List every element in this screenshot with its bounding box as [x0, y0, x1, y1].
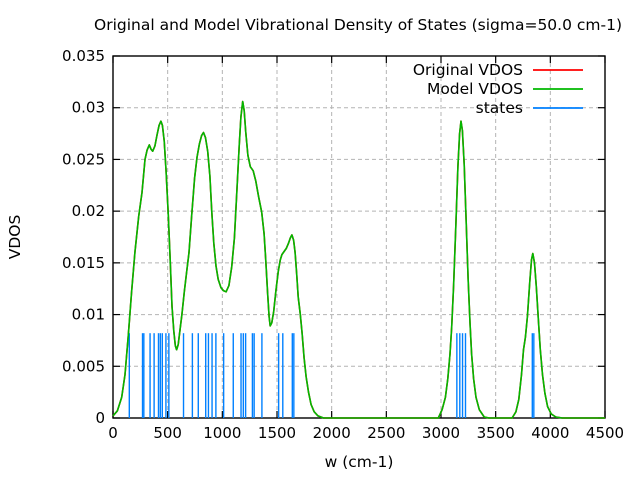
svg-text:1000: 1000 [203, 424, 241, 442]
svg-text:4500: 4500 [586, 424, 624, 442]
svg-text:4000: 4000 [531, 424, 569, 442]
svg-text:2500: 2500 [367, 424, 405, 442]
svg-text:0.025: 0.025 [62, 150, 105, 168]
svg-text:2000: 2000 [313, 424, 351, 442]
svg-text:1500: 1500 [258, 424, 296, 442]
svg-text:0.03: 0.03 [72, 99, 105, 117]
y-tick-labels: 0 0.005 0.01 0.015 0.02 0.025 0.03 0.035 [62, 47, 105, 427]
model-vdos-curve [112, 100, 605, 419]
svg-text:500: 500 [153, 424, 182, 442]
svg-text:0.02: 0.02 [72, 202, 105, 220]
svg-text:3500: 3500 [477, 424, 515, 442]
plot-frame [112, 55, 606, 419]
svg-text:0: 0 [95, 409, 105, 427]
chart-title: Original and Model Vibrational Density o… [94, 16, 622, 34]
x-axis-label: w (cm-1) [325, 453, 394, 471]
svg-text:0.01: 0.01 [72, 306, 105, 324]
legend-label-original-vdos: Original VDOS [413, 61, 523, 79]
legend-item-original-vdos: Original VDOS [413, 61, 583, 79]
grid-lines [113, 56, 605, 418]
legend-label-states: states [476, 99, 523, 117]
svg-text:0.005: 0.005 [62, 357, 105, 375]
svg-text:3000: 3000 [422, 424, 460, 442]
svg-text:0: 0 [108, 424, 118, 442]
legend-item-states: states [476, 99, 583, 117]
svg-text:0.035: 0.035 [62, 47, 105, 65]
states-impulses [128, 333, 535, 418]
legend: Original VDOS Model VDOS states [413, 61, 583, 117]
y-axis-label: VDOS [6, 215, 24, 260]
x-tick-labels: 0 500 1000 1500 2000 2500 3000 3500 4000 4500 [108, 424, 624, 442]
legend-label-model-vdos: Model VDOS [427, 80, 523, 98]
legend-item-model-vdos: Model VDOS [427, 80, 583, 98]
tick-marks [112, 55, 606, 419]
svg-text:0.015: 0.015 [62, 254, 105, 272]
